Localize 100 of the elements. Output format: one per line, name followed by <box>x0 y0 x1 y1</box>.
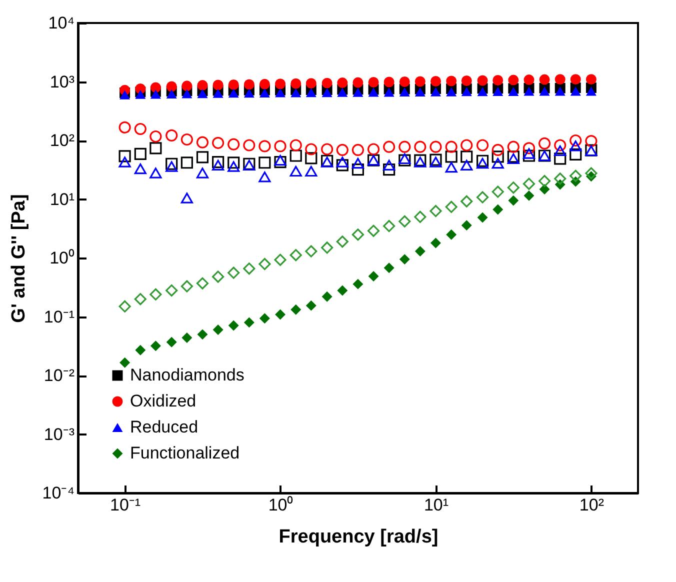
legend-label: Nanodiamonds <box>130 366 244 384</box>
point <box>570 86 581 96</box>
point <box>182 332 192 343</box>
point <box>570 140 582 152</box>
point <box>275 309 286 320</box>
point <box>414 156 426 168</box>
point <box>368 270 379 282</box>
point <box>368 77 379 88</box>
point <box>228 266 240 279</box>
point <box>305 166 318 177</box>
point <box>477 212 488 223</box>
point <box>243 262 256 275</box>
point <box>445 200 458 213</box>
point <box>322 291 332 302</box>
point <box>383 140 396 153</box>
point <box>134 163 146 174</box>
point <box>274 156 286 168</box>
point <box>399 87 410 97</box>
point <box>445 162 458 173</box>
point <box>352 77 364 88</box>
point <box>430 76 441 86</box>
point <box>384 88 394 97</box>
point <box>508 86 519 96</box>
point <box>212 270 224 283</box>
point <box>476 154 489 167</box>
point <box>150 288 162 300</box>
point <box>118 300 131 312</box>
point <box>258 172 271 182</box>
point <box>150 82 161 93</box>
point <box>118 121 131 134</box>
x-tick-label: 10⁰ <box>268 496 294 514</box>
point <box>290 78 302 89</box>
point <box>445 150 458 163</box>
point <box>337 285 348 296</box>
point <box>554 86 566 96</box>
point <box>212 156 224 168</box>
x-tick-label: 10¹ <box>424 496 449 514</box>
point <box>492 86 504 96</box>
point <box>259 313 270 324</box>
point <box>290 166 302 177</box>
point <box>306 88 316 98</box>
point <box>414 76 426 87</box>
point <box>228 79 239 90</box>
point <box>524 74 534 86</box>
point <box>492 158 504 169</box>
point <box>197 89 208 98</box>
point <box>196 168 209 178</box>
y-tick-label: 10¹ <box>50 190 75 209</box>
point <box>430 204 442 218</box>
point <box>244 88 254 98</box>
point <box>120 90 130 100</box>
point <box>258 156 271 169</box>
point <box>398 215 411 228</box>
point <box>166 81 177 92</box>
point <box>524 86 534 96</box>
point <box>352 144 364 156</box>
point <box>120 357 130 368</box>
point <box>554 172 566 185</box>
point <box>290 150 302 162</box>
x-tick-label: 10⁻¹ <box>110 496 141 514</box>
point <box>585 134 598 148</box>
point <box>306 300 316 311</box>
point <box>180 156 193 169</box>
point <box>554 145 566 156</box>
point <box>352 228 364 241</box>
y-tick-label: 10⁻⁴ <box>42 484 74 502</box>
y-tick-label: 10⁻² <box>44 366 75 385</box>
point <box>539 184 550 194</box>
point <box>212 136 224 149</box>
point <box>399 76 410 87</box>
point <box>180 192 193 204</box>
point <box>150 340 161 352</box>
point <box>461 87 472 96</box>
point <box>196 151 209 164</box>
point <box>150 168 162 178</box>
x-tick-label: 10² <box>579 496 604 514</box>
point <box>274 154 286 166</box>
point <box>508 74 519 86</box>
point <box>492 75 504 86</box>
y-tick-label: 10³ <box>50 72 75 92</box>
point <box>554 152 566 165</box>
point <box>212 88 224 98</box>
point <box>305 143 318 156</box>
point <box>446 87 457 96</box>
point <box>367 224 380 237</box>
point <box>166 129 178 142</box>
point <box>258 258 271 270</box>
point <box>508 195 519 206</box>
point <box>445 140 458 153</box>
point <box>321 143 334 156</box>
point <box>305 245 318 258</box>
point <box>352 158 364 169</box>
point <box>352 88 364 97</box>
point <box>522 148 536 159</box>
point <box>538 137 551 150</box>
point <box>414 140 426 153</box>
point <box>477 75 488 86</box>
point <box>384 262 394 274</box>
point <box>228 161 240 172</box>
point <box>446 76 457 86</box>
